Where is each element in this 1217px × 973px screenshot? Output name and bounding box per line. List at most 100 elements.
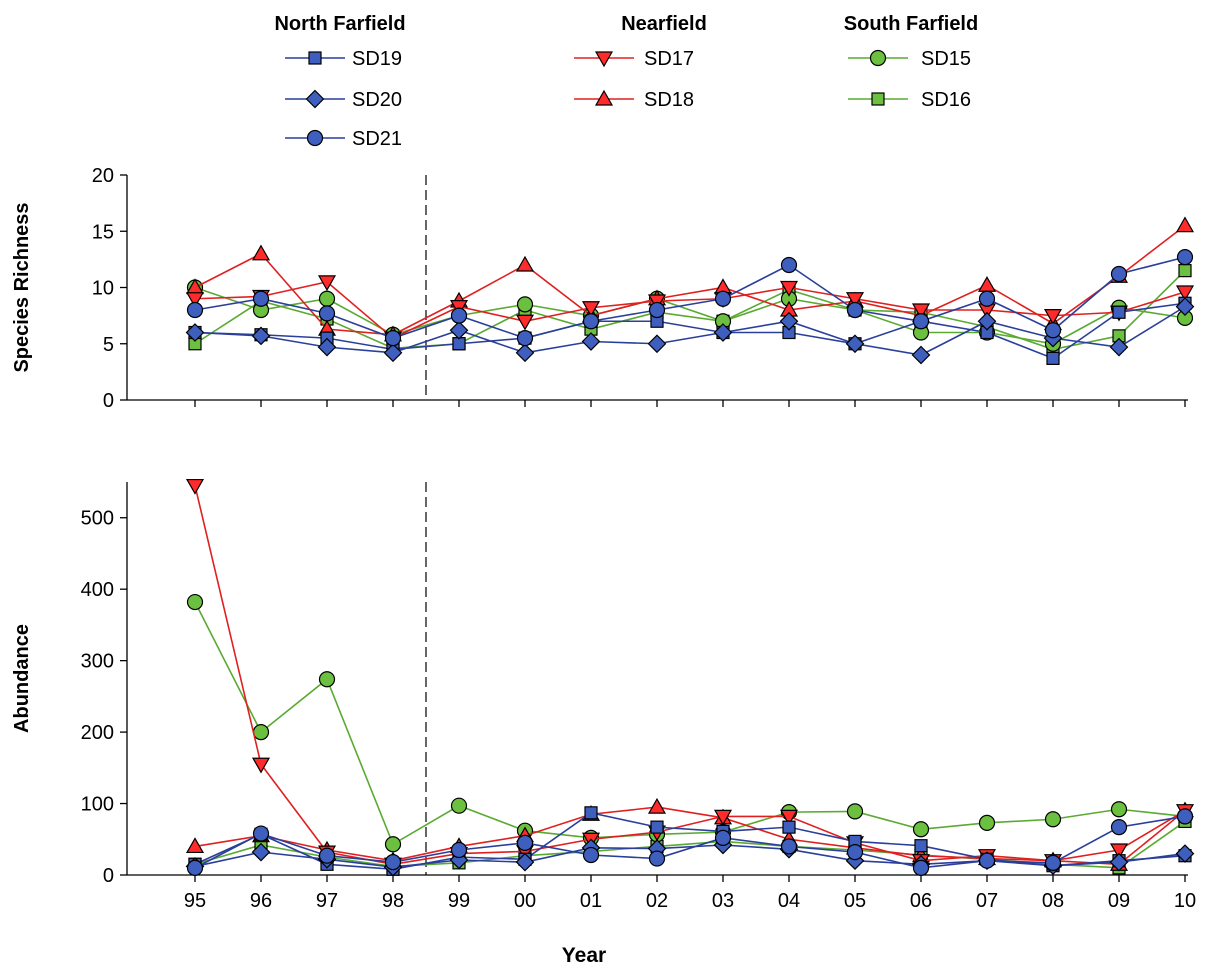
data-point xyxy=(978,290,996,307)
x-tick-label: 01 xyxy=(580,890,602,912)
data-point xyxy=(1044,322,1062,339)
data-point xyxy=(779,311,799,331)
data-point xyxy=(648,301,666,319)
data-point xyxy=(186,593,204,611)
series-line xyxy=(194,281,1186,340)
data-point xyxy=(846,803,864,820)
legend-group: Nearfield SD17 SD18 xyxy=(574,13,707,111)
data-point xyxy=(1112,305,1126,319)
data-point xyxy=(780,256,798,274)
series-line xyxy=(194,806,1186,866)
data-point xyxy=(584,806,598,820)
data-point xyxy=(185,292,205,308)
data-point xyxy=(318,305,336,322)
data-point xyxy=(450,841,468,859)
x-tick-label: 98 xyxy=(382,890,404,912)
data-point xyxy=(780,838,798,855)
data-point xyxy=(251,244,271,261)
data-point xyxy=(186,301,204,319)
data-point xyxy=(647,797,667,814)
legend-group-title: Nearfield xyxy=(621,13,707,35)
data-point xyxy=(384,836,402,853)
y-tick-label: 0 xyxy=(103,390,114,412)
y-tick-label: 500 xyxy=(81,508,114,530)
x-tick-label: 97 xyxy=(316,890,338,912)
x-axis: 95 96 97 98 99 00 01 02 03 04 05 06 07 08 09 10 Year xyxy=(184,890,1196,967)
data-point xyxy=(515,343,535,363)
data-point xyxy=(713,809,733,826)
data-point xyxy=(318,671,336,688)
x-tick-label: 03 xyxy=(712,890,734,912)
y-tick-label: 5 xyxy=(103,334,114,356)
y-tick-label: 300 xyxy=(81,651,114,673)
legend-item-sd18: SD18 xyxy=(574,89,694,111)
legend-marker xyxy=(869,49,887,67)
data-point xyxy=(650,820,664,834)
data-point xyxy=(516,330,534,347)
data-point xyxy=(977,276,997,292)
legend-label: SD15 xyxy=(921,48,971,70)
data-point xyxy=(450,797,468,814)
data-point xyxy=(912,859,930,876)
legend-group-title: North Farfield xyxy=(274,13,405,35)
legend-item-sd17: SD17 xyxy=(574,48,694,70)
legend-marker xyxy=(594,89,614,106)
x-tick-label: 00 xyxy=(514,890,536,912)
data-point xyxy=(384,330,402,347)
data-point xyxy=(1176,808,1194,825)
y-tick-label: 20 xyxy=(92,165,114,187)
data-point xyxy=(1109,852,1129,872)
data-point xyxy=(648,850,666,867)
series-line xyxy=(194,844,1186,868)
data-point xyxy=(516,296,534,313)
data-point xyxy=(1043,309,1063,325)
data-point xyxy=(581,301,601,317)
data-point xyxy=(185,837,205,854)
y-axis-label: Abundance xyxy=(11,624,33,733)
data-point xyxy=(1175,844,1195,863)
data-point xyxy=(1046,351,1060,365)
x-tick-label: 08 xyxy=(1042,890,1064,912)
data-point xyxy=(1175,285,1195,302)
series-sd21 xyxy=(186,808,1194,876)
data-point xyxy=(252,825,270,842)
series-line xyxy=(194,302,1186,360)
legend-label: SD18 xyxy=(644,89,694,111)
data-point xyxy=(582,313,600,330)
data-point xyxy=(515,852,535,872)
series-line xyxy=(194,815,1186,869)
data-point xyxy=(318,290,336,307)
legend-label: SD20 xyxy=(352,89,402,111)
y-axis-label: Species Richness xyxy=(11,202,33,372)
x-tick-label: 06 xyxy=(910,890,932,912)
data-point xyxy=(1110,265,1128,283)
data-point xyxy=(582,846,600,864)
data-point xyxy=(1109,337,1129,357)
data-point xyxy=(782,820,796,834)
data-point xyxy=(1110,819,1128,836)
legend-marker xyxy=(308,51,322,65)
data-point xyxy=(317,337,337,357)
data-point xyxy=(317,275,337,292)
x-axis-label: Year xyxy=(562,944,606,967)
data-point xyxy=(845,334,865,354)
x-tick-label: 95 xyxy=(184,890,206,912)
data-point xyxy=(912,313,930,330)
data-point xyxy=(252,723,270,741)
x-tick-label: 04 xyxy=(778,890,800,912)
data-point xyxy=(978,814,996,831)
data-point xyxy=(1175,297,1195,316)
series-line xyxy=(194,601,1186,846)
data-point xyxy=(251,757,271,774)
data-point xyxy=(779,809,799,826)
data-point xyxy=(318,847,336,864)
data-point xyxy=(515,314,535,331)
series-line xyxy=(194,224,1186,336)
legend-label: SD21 xyxy=(352,128,402,150)
legend-item-sd21: SD21 xyxy=(285,128,402,150)
data-point xyxy=(515,255,535,272)
legend-label: SD16 xyxy=(921,89,971,111)
data-point xyxy=(185,478,205,495)
